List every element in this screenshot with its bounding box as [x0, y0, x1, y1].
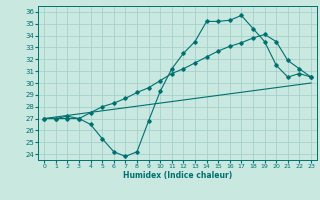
X-axis label: Humidex (Indice chaleur): Humidex (Indice chaleur)	[123, 171, 232, 180]
